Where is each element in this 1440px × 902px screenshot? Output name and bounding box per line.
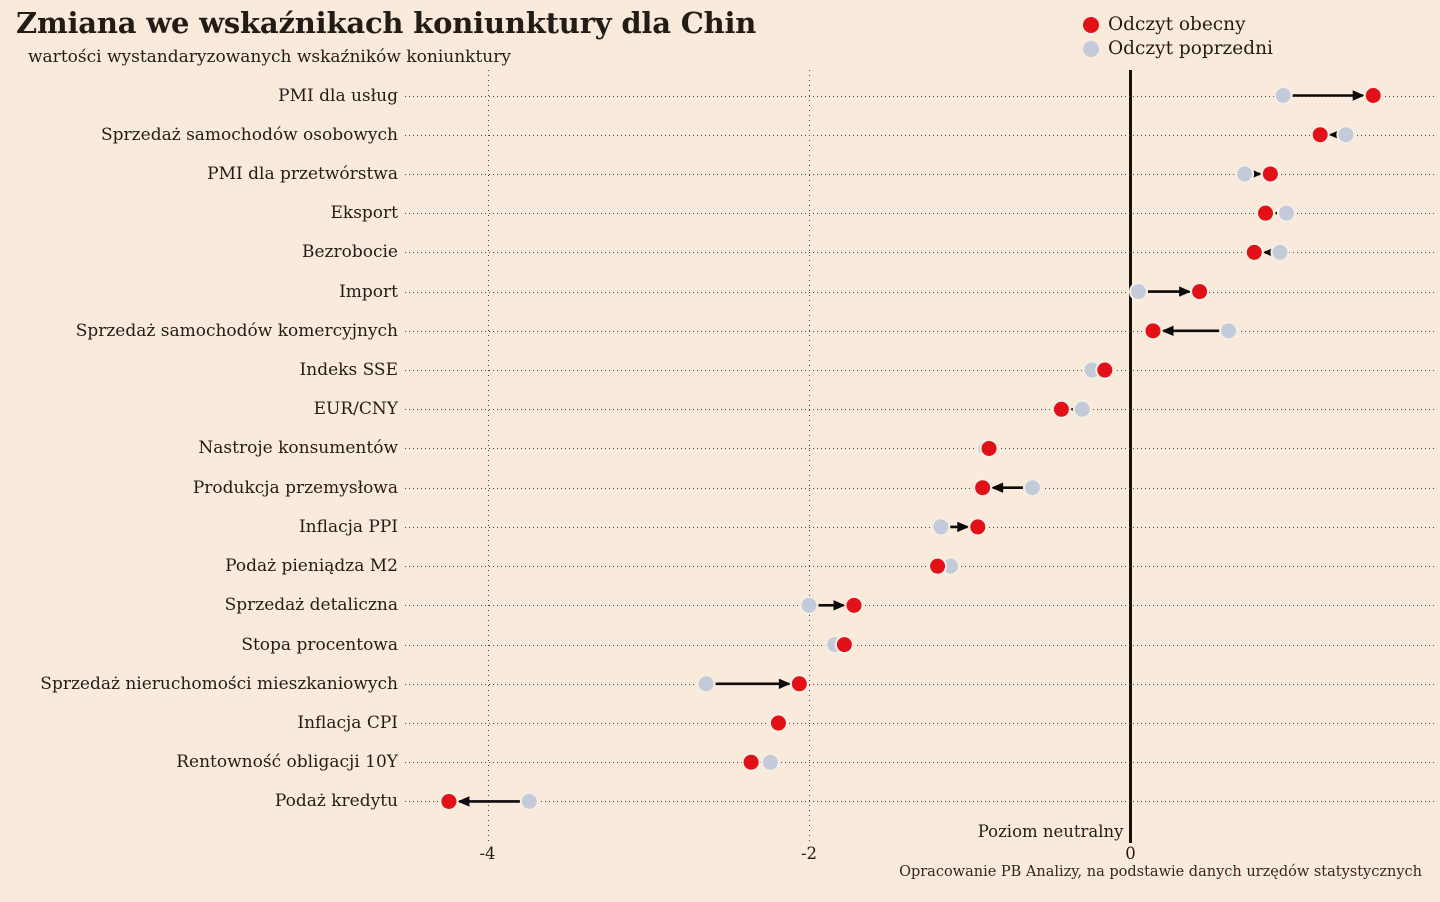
row-gridline: [405, 566, 1437, 568]
row-gridline: [405, 723, 1437, 725]
change-arrowhead-icon: [1352, 90, 1365, 101]
row-gridline: [405, 173, 1437, 175]
current-reading-dot-icon: [1083, 17, 1099, 33]
category-label: PMI dla usług: [278, 85, 398, 106]
previous-reading-dot: [696, 674, 716, 694]
current-reading-dot: [1190, 282, 1210, 302]
row-gridline: [405, 644, 1437, 646]
change-arrowhead-icon: [1179, 286, 1192, 297]
category-label: Rentowność obligacji 10Y: [176, 752, 398, 773]
neutral-level-label: Poziom neutralny: [977, 822, 1124, 841]
previous-reading-dot: [1235, 164, 1255, 184]
previous-reading-dot: [1273, 86, 1293, 105]
previous-reading-dot: [799, 595, 819, 615]
change-arrowhead-icon: [833, 600, 846, 611]
legend-label-previous: Odczyt poprzedni: [1108, 38, 1273, 59]
row-gridline: [405, 291, 1437, 293]
row-gridline: [405, 683, 1437, 685]
category-label: Bezrobocie: [301, 242, 398, 263]
category-label: Sprzedaż detaliczna: [224, 595, 398, 616]
previous-reading-dot: [1336, 125, 1356, 145]
category-label: Nastroje konsumentów: [198, 438, 398, 459]
category-label: Sprzedaż samochodów osobowych: [101, 124, 398, 145]
current-reading-dot: [1095, 360, 1115, 380]
current-reading-dot: [1363, 86, 1383, 105]
source-credit: Opracowanie PB Analizy, na podstawie dan…: [899, 864, 1422, 880]
current-reading-dot: [973, 478, 993, 498]
previous-reading-dot: [1129, 282, 1149, 302]
page-title: Zmiana we wskaźnikach koniunktury dla Ch…: [16, 6, 757, 40]
current-reading-dot: [1244, 242, 1264, 262]
row-gridline: [405, 330, 1437, 332]
row-gridline: [405, 526, 1437, 528]
category-label: Produkcja przemysłowa: [192, 477, 398, 498]
legend-label-current: Odczyt obecny: [1108, 14, 1246, 35]
row-gridline: [405, 95, 1437, 97]
row-gridline: [405, 801, 1437, 803]
row-gridline: [405, 605, 1437, 607]
current-reading-dot: [968, 517, 988, 537]
change-arrowhead-icon: [778, 678, 791, 689]
previous-reading-dot: [760, 752, 780, 772]
category-label: Podaż pieniądza M2: [225, 556, 398, 577]
current-reading-dot: [1143, 321, 1163, 341]
current-reading-dot: [741, 752, 761, 772]
x-tick-label: 0: [1125, 844, 1136, 863]
category-label: PMI dla przetwórstwa: [207, 163, 398, 184]
previous-reading-dot: [1022, 478, 1042, 498]
current-reading-dot: [789, 674, 809, 694]
change-arrowhead-icon: [457, 796, 470, 807]
previous-reading-dot-icon: [1083, 41, 1099, 57]
current-reading-dot: [834, 635, 854, 655]
row-gridline: [405, 409, 1437, 411]
row-gridline: [405, 134, 1437, 136]
current-reading-dot: [928, 556, 948, 576]
previous-reading-dot: [1072, 399, 1092, 419]
row-gridline: [405, 370, 1437, 372]
row-gridline: [405, 762, 1437, 764]
neutral-zero-line: [1129, 70, 1132, 843]
category-label: EUR/CNY: [313, 399, 398, 420]
current-reading-dot: [979, 438, 999, 458]
previous-reading-dot: [1276, 203, 1296, 223]
category-label: Import: [339, 281, 398, 302]
category-label: Indeks SSE: [299, 360, 398, 381]
current-reading-dot: [1260, 164, 1280, 184]
x-tick-label: -4: [479, 844, 496, 863]
category-label: Sprzedaż nieruchomości mieszkaniowych: [40, 673, 398, 694]
category-label: Stopa procentowa: [241, 634, 398, 655]
row-gridline: [405, 487, 1437, 489]
category-label: Inflacja CPI: [297, 713, 398, 734]
legend: Odczyt obecny Odczyt poprzedni: [1083, 13, 1273, 61]
category-label: Podaż kredytu: [274, 791, 398, 812]
current-reading-dot: [439, 791, 459, 811]
row-gridline: [405, 252, 1437, 254]
vertical-gridline: [809, 70, 810, 843]
row-gridline: [405, 213, 1437, 215]
row-gridline: [405, 448, 1437, 450]
current-reading-dot: [1051, 399, 1071, 419]
previous-reading-dot: [1219, 321, 1239, 341]
chart-subtitle: wartości wystandaryzowanych wskaźników k…: [28, 47, 511, 67]
current-reading-dot: [844, 595, 864, 615]
legend-item-previous: Odczyt poprzedni: [1083, 37, 1273, 61]
category-label: Sprzedaż samochodów komercyjnych: [75, 320, 398, 341]
category-label: Eksport: [330, 203, 398, 224]
legend-item-current: Odczyt obecny: [1083, 13, 1273, 37]
change-arrowhead-icon: [957, 521, 970, 533]
change-arrowhead-icon: [991, 482, 1004, 493]
current-reading-dot: [1256, 203, 1276, 223]
vertical-gridline: [487, 70, 489, 843]
current-reading-dot: [1310, 125, 1330, 145]
change-arrowhead-icon: [1161, 325, 1174, 337]
previous-reading-dot: [1270, 242, 1290, 262]
current-reading-dot: [768, 713, 788, 733]
previous-reading-dot: [519, 791, 539, 811]
category-label: Inflacja PPI: [298, 516, 398, 537]
previous-reading-dot: [931, 517, 951, 537]
x-tick-label: -2: [800, 844, 818, 863]
